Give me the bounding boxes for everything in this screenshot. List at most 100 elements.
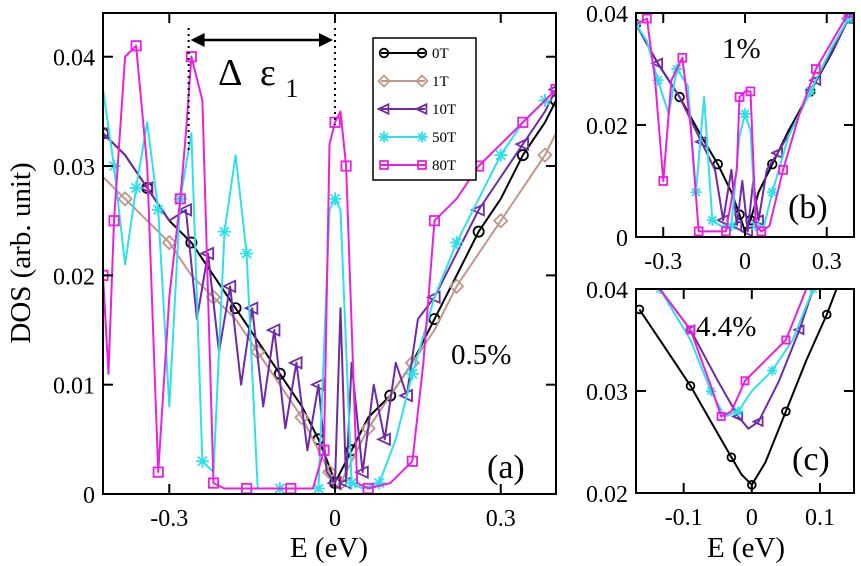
data-point-80T — [108, 215, 120, 227]
y-tick-label: 0.01 — [53, 374, 95, 400]
data-point-10T — [265, 323, 281, 337]
x-tick-label: -0.1 — [665, 505, 703, 531]
gap-label-subscript: 1 — [285, 74, 298, 103]
panel-a-ylabel: DOS (arb. unit) — [5, 162, 37, 343]
data-point-1T — [321, 464, 338, 480]
x-tick-label: 0 — [746, 505, 758, 531]
gap-arrow-head-left — [190, 33, 205, 47]
panel-a-plot-area — [103, 40, 556, 494]
data-point-10T — [751, 415, 764, 428]
data-point-0T — [712, 159, 723, 170]
x-tick-label: 0.3 — [486, 506, 516, 532]
panel-c-axes: -0.1 0 0.1 0.02 0.03 0.04 — [586, 278, 854, 531]
panel-b-series-group — [636, 13, 854, 237]
legend-marker-80T — [417, 160, 427, 170]
legend: 0T 1T 10T 50T 80T — [372, 37, 477, 181]
data-point-80T — [778, 164, 789, 175]
data-point-80T — [340, 160, 352, 172]
x-tick-label: 0.1 — [805, 505, 835, 531]
data-point-10T — [138, 180, 154, 195]
data-point-0T — [229, 302, 242, 315]
data-point-0T — [781, 406, 791, 417]
panel-b-axes: -0.3 0 0.3 0 0.02 0.04 — [586, 2, 854, 275]
data-point-80T — [318, 444, 330, 456]
y-tick-label: 0.02 — [53, 264, 95, 290]
data-point-10T — [309, 377, 325, 392]
data-point-1T — [294, 409, 310, 426]
panel-b: -0.3 0 0.3 0 0.02 0.04 (b) 1% — [586, 2, 855, 275]
data-point-10T — [287, 355, 303, 370]
data-point-50T — [766, 186, 778, 198]
data-point-10T — [470, 202, 485, 217]
y-tick-label: 0.03 — [53, 155, 95, 181]
data-point-0T — [636, 304, 645, 315]
data-point-1T — [161, 234, 178, 251]
data-point-80T — [130, 40, 142, 52]
gap-label: Δ ε 1 — [218, 52, 298, 103]
series-line-10T — [103, 89, 556, 485]
legend-marker-50T — [378, 131, 390, 143]
x-tick-label: 0 — [739, 249, 751, 275]
legend-marker-10T — [414, 102, 428, 116]
data-point-80T — [677, 52, 688, 63]
data-point-10T — [740, 225, 754, 237]
data-point-0T — [685, 381, 696, 391]
gap-marker — [187, 28, 337, 150]
legend-label-0T: 0T — [432, 46, 449, 62]
legend-label-50T: 50T — [432, 130, 456, 146]
x-tick-label: 0.3 — [812, 249, 842, 275]
panel-a-annotation: 0.5% — [451, 339, 511, 371]
panel-b-annotation: 1% — [722, 33, 761, 65]
x-tick-label: -0.3 — [644, 249, 682, 275]
y-tick-label: 0.02 — [586, 114, 628, 140]
data-point-10T — [729, 219, 743, 232]
data-point-50T — [808, 289, 819, 294]
panel-c-xlabel: E (eV) — [707, 532, 785, 564]
data-point-10T — [514, 137, 529, 152]
data-point-0T — [472, 225, 485, 238]
data-point-50T — [636, 18, 642, 30]
data-point-80T — [406, 455, 418, 467]
legend-marker-50T — [416, 131, 428, 143]
panel-a-axes: -0.3 0 0.3 0 0.01 0.02 0.03 0.04 — [53, 13, 556, 532]
data-point-80T — [721, 226, 731, 237]
panel-a-series-group — [103, 40, 556, 494]
data-point-80T — [428, 215, 441, 227]
panel-c-label: (c) — [792, 441, 830, 478]
y-tick-label: 0.04 — [586, 2, 628, 28]
data-point-80T — [686, 325, 696, 335]
gap-arrow-head-right — [319, 33, 334, 47]
data-point-50T — [218, 225, 232, 239]
data-point-50T — [345, 476, 359, 490]
data-point-10T — [243, 301, 259, 316]
y-tick-label: 0.04 — [586, 278, 628, 304]
data-point-0T — [185, 236, 198, 249]
data-point-80T — [716, 411, 726, 421]
data-point-10T — [354, 465, 369, 480]
panel-c-plot-area — [636, 289, 838, 490]
panel-a-label: (a) — [487, 449, 525, 486]
data-point-80T — [185, 51, 197, 63]
panel-a-frame — [102, 12, 557, 495]
data-point-80T — [642, 13, 652, 24]
panel-c-series-group — [636, 289, 838, 490]
data-point-1T — [117, 191, 133, 207]
data-point-80T — [152, 466, 164, 478]
data-point-0T — [516, 149, 529, 162]
data-point-80T — [781, 335, 791, 345]
series-line-0T — [638, 289, 838, 486]
y-tick-label: 0 — [83, 483, 95, 509]
legend-label-80T: 80T — [432, 158, 456, 174]
data-point-80T — [843, 13, 854, 18]
data-point-80T — [756, 226, 767, 237]
data-point-50T — [843, 13, 854, 25]
x-tick-label: -0.3 — [150, 506, 188, 532]
data-point-0T — [674, 91, 685, 103]
panel-a: -0.3 0 0.3 0 0.01 0.02 0.03 0.04 E (eV) DOS (ar… — [5, 12, 557, 564]
panel-a-xlabel: E (eV) — [290, 532, 368, 564]
data-point-80T — [740, 376, 750, 386]
data-point-80T — [810, 64, 821, 74]
data-point-80T — [693, 226, 704, 237]
data-point-1T — [537, 147, 553, 163]
